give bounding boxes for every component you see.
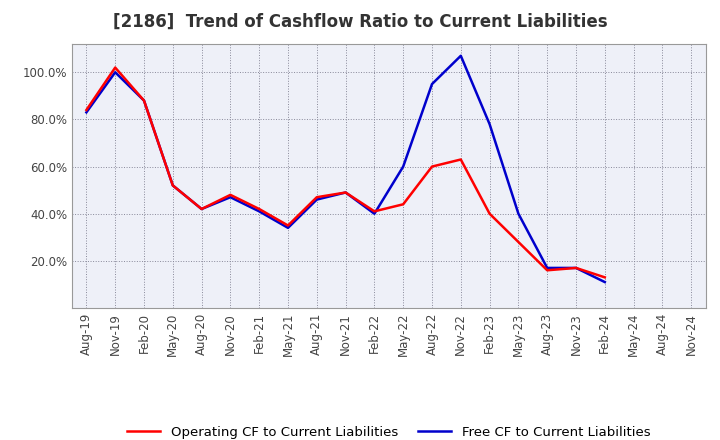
Free CF to Current Liabilities [226,194,235,200]
Operating CF to Current Liabilities [600,275,609,280]
Operating CF to Current Liabilities [341,190,350,195]
Free CF to Current Liabilities [485,121,494,127]
Operating CF to Current Liabilities [572,265,580,271]
Free CF to Current Liabilities [341,190,350,195]
Free CF to Current Liabilities [456,53,465,59]
Free CF to Current Liabilities [600,279,609,285]
Operating CF to Current Liabilities [255,206,264,212]
Free CF to Current Liabilities [197,206,206,212]
Free CF to Current Liabilities [514,211,523,216]
Free CF to Current Liabilities [572,265,580,271]
Operating CF to Current Liabilities [485,211,494,216]
Free CF to Current Liabilities [370,211,379,216]
Operating CF to Current Liabilities [284,223,292,228]
Operating CF to Current Liabilities [428,164,436,169]
Operating CF to Current Liabilities [312,194,321,200]
Operating CF to Current Liabilities [197,206,206,212]
Free CF to Current Liabilities [82,110,91,115]
Free CF to Current Liabilities [284,225,292,231]
Operating CF to Current Liabilities [370,209,379,214]
Line: Free CF to Current Liabilities: Free CF to Current Liabilities [86,56,605,282]
Operating CF to Current Liabilities [543,268,552,273]
Operating CF to Current Liabilities [456,157,465,162]
Operating CF to Current Liabilities [82,107,91,113]
Free CF to Current Liabilities [255,209,264,214]
Text: [2186]  Trend of Cashflow Ratio to Current Liabilities: [2186] Trend of Cashflow Ratio to Curren… [113,13,607,31]
Legend: Operating CF to Current Liabilities, Free CF to Current Liabilities: Operating CF to Current Liabilities, Fre… [127,425,650,439]
Operating CF to Current Liabilities [226,192,235,198]
Line: Operating CF to Current Liabilities: Operating CF to Current Liabilities [86,68,605,277]
Free CF to Current Liabilities [399,164,408,169]
Free CF to Current Liabilities [543,265,552,271]
Operating CF to Current Liabilities [168,183,177,188]
Free CF to Current Liabilities [140,98,148,103]
Free CF to Current Liabilities [428,81,436,87]
Free CF to Current Liabilities [312,197,321,202]
Operating CF to Current Liabilities [111,65,120,70]
Free CF to Current Liabilities [111,70,120,75]
Free CF to Current Liabilities [168,183,177,188]
Operating CF to Current Liabilities [140,98,148,103]
Operating CF to Current Liabilities [399,202,408,207]
